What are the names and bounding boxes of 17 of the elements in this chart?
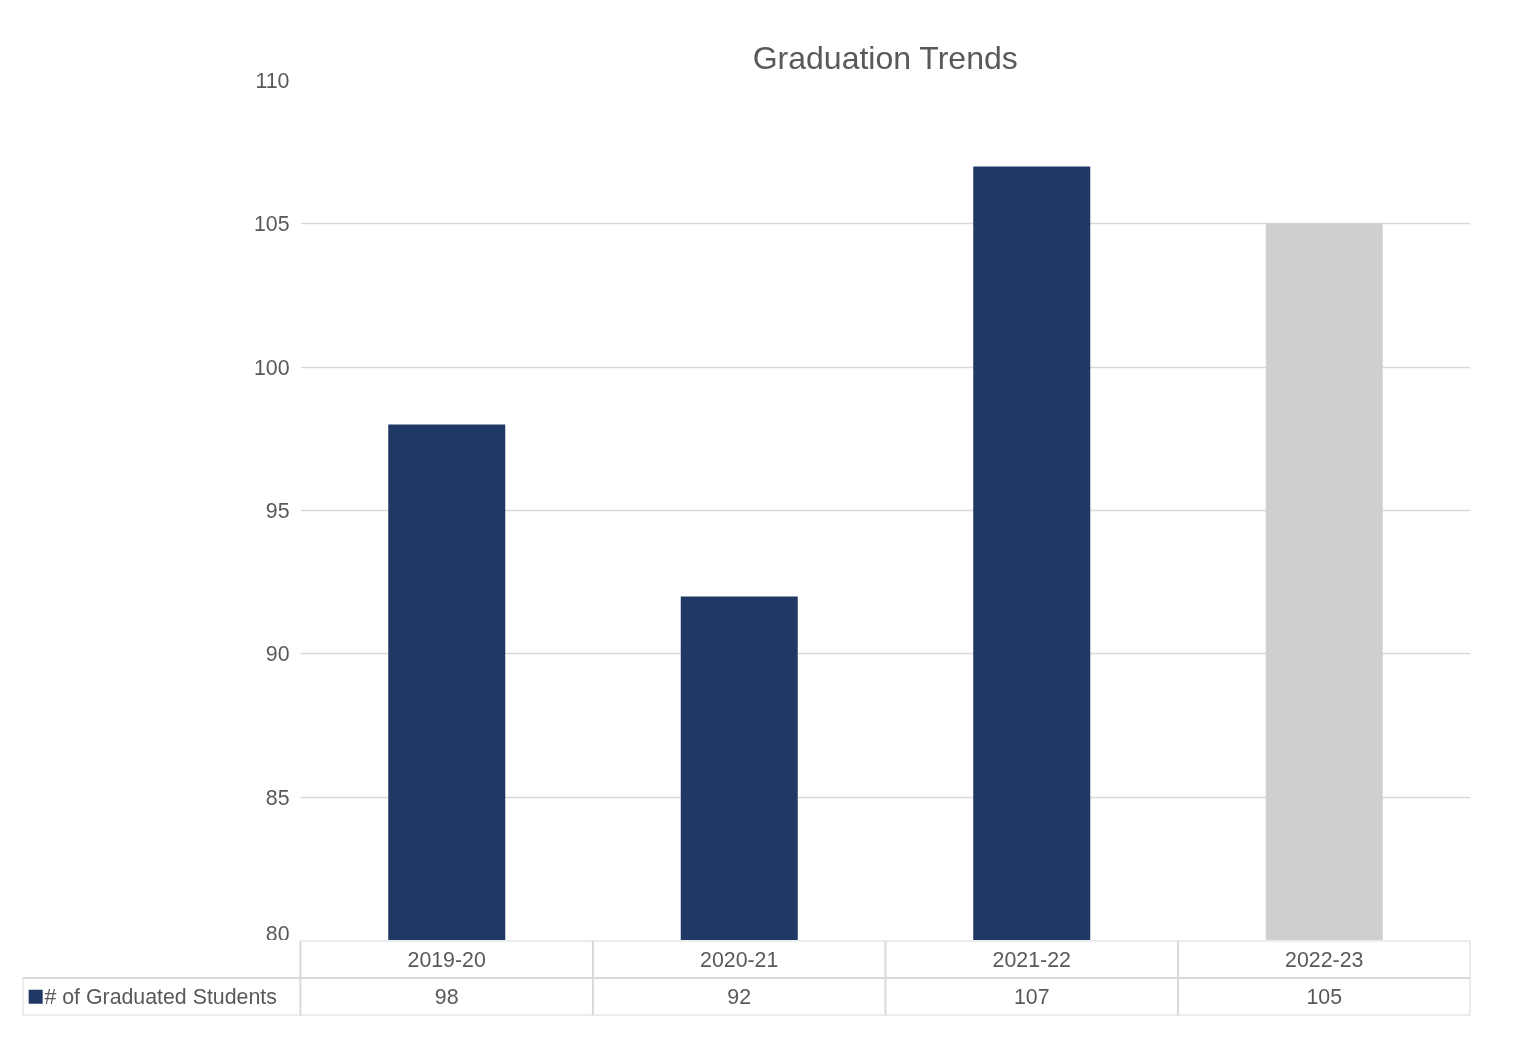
chart-title: Graduation Trends xyxy=(752,39,1018,76)
x-tick-label: 2019-20 xyxy=(407,947,486,972)
y-tick-label: 80 xyxy=(265,921,290,946)
x-tick-label: 2022-23 xyxy=(1285,947,1364,972)
x-tick-label: 2021-22 xyxy=(992,947,1071,972)
y-tick-label: 100 xyxy=(253,355,290,380)
y-tick-label: 90 xyxy=(265,642,290,667)
data-label: 92 xyxy=(727,985,752,1010)
data-label: 105 xyxy=(1306,985,1343,1010)
y-tick-label: 105 xyxy=(253,212,290,237)
legend-label: # of Graduated Students xyxy=(44,984,277,1009)
data-label: 98 xyxy=(434,985,459,1010)
y-tick-label: 110 xyxy=(255,69,290,93)
data-label: 107 xyxy=(1013,985,1050,1010)
y-tick-label: 95 xyxy=(265,499,290,523)
y-tick-label: 85 xyxy=(265,785,290,810)
x-tick-label: 2020-21 xyxy=(700,947,779,972)
